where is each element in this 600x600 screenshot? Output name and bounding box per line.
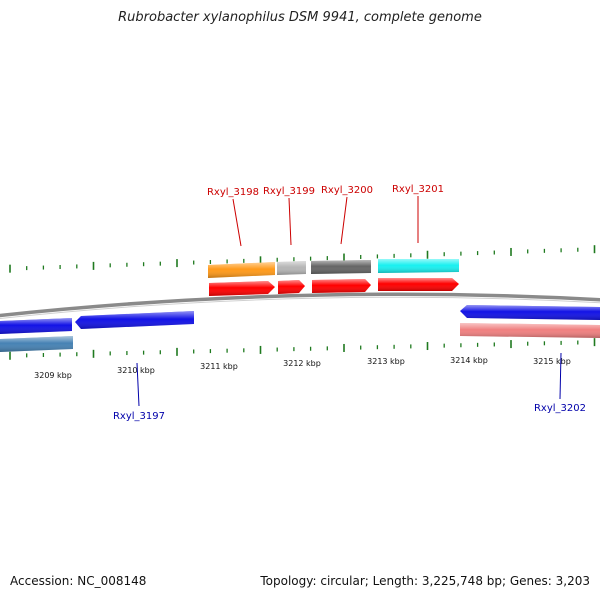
scale-label-3212: 3212 kbp	[283, 359, 321, 368]
scale-label-3209: 3209 kbp	[34, 371, 72, 380]
gene-rxyl-3199-arrow[interactable]	[278, 280, 305, 294]
gene-label-rxyl-3197[interactable]: Rxyl_3197	[113, 362, 165, 422]
scale-label-3214: 3214 kbp	[450, 356, 488, 365]
gene-rxyl-3198-cog-block[interactable]	[208, 262, 275, 278]
gene-left-edge-cog-block[interactable]	[0, 336, 73, 352]
gene-rxyl-3198-arrow[interactable]	[209, 281, 275, 296]
gene-rxyl-3202-arrow[interactable]	[460, 305, 600, 320]
gene-rxyl-3200-cog-block[interactable]	[311, 260, 371, 274]
map-title: Rubrobacter xylanophilus DSM 9941, compl…	[118, 10, 482, 25]
svg-text:Rxyl_3202: Rxyl_3202	[534, 403, 586, 414]
gene-left-edge-arrow[interactable]	[0, 318, 72, 334]
gene-label-rxyl-3202[interactable]: Rxyl_3202	[534, 352, 586, 414]
gene-label-rxyl-3198[interactable]: Rxyl_3198	[207, 187, 259, 247]
gene-rxyl-3201-cog-block[interactable]	[378, 259, 459, 273]
gene-label-rxyl-3201[interactable]: Rxyl_3201	[392, 184, 444, 243]
scale-label-3211: 3211 kbp	[200, 362, 238, 371]
inner-tick-ring	[9, 338, 596, 360]
gene-rxyl-3202-cog-block[interactable]	[460, 323, 600, 338]
genome-backbone	[0, 292, 600, 318]
genome-backbone-shadow	[0, 296, 600, 319]
accession-text: Accession: NC_008148	[10, 574, 147, 588]
svg-text:Rxyl_3201: Rxyl_3201	[392, 184, 444, 195]
svg-text:Rxyl_3200: Rxyl_3200	[321, 185, 373, 196]
scale-label-3210: 3210 kbp	[117, 366, 155, 375]
gene-label-rxyl-3200[interactable]: Rxyl_3200	[321, 185, 373, 245]
genome-summary-text: Topology: circular; Length: 3,225,748 bp…	[260, 574, 590, 588]
gene-rxyl-3200-arrow[interactable]	[312, 279, 371, 293]
svg-text:Rxyl_3198: Rxyl_3198	[207, 187, 259, 198]
gene-rxyl-3197-arrow[interactable]	[75, 311, 194, 329]
gene-rxyl-3199-cog-block[interactable]	[277, 261, 306, 275]
gene-rxyl-3201-arrow[interactable]	[378, 278, 459, 291]
svg-text:Rxyl_3199: Rxyl_3199	[263, 186, 315, 197]
scale-label-3215: 3215 kbp	[533, 357, 571, 366]
scale-label-3213: 3213 kbp	[367, 357, 405, 366]
svg-text:Rxyl_3197: Rxyl_3197	[113, 411, 165, 422]
gene-label-rxyl-3199[interactable]: Rxyl_3199	[263, 186, 315, 246]
